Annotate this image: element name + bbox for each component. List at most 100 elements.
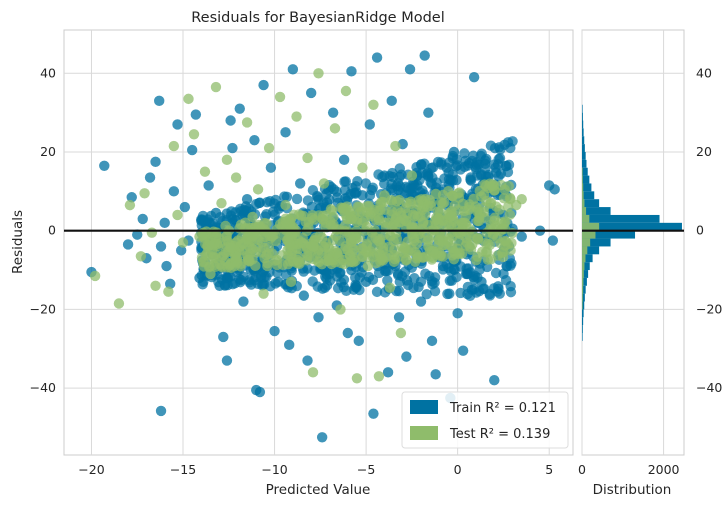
scatter-point [186,144,198,156]
scatter-point [229,278,241,289]
scatter-point [329,123,341,134]
scatter-point [395,327,407,339]
scatter-point [339,185,351,196]
scatter-point [476,148,487,159]
scatter-point [280,199,291,211]
scatter-point [188,129,200,140]
scatter-point [390,140,401,152]
scatter-point [327,107,339,118]
histogram-x-label: Distribution [593,482,672,498]
scatter-point [294,178,306,189]
scatter-point [215,237,226,249]
histogram-x-tick-labels: 0 2000 [578,462,680,477]
scatter-point [271,259,283,271]
scatter-point [490,267,502,279]
x-tick-label: −5 [357,462,375,477]
scatter-point [352,201,364,212]
scatter-point [401,351,412,362]
histogram-train-bar [582,175,590,184]
scatter-point [155,241,167,252]
scatter-point [256,272,267,283]
scatter-point [371,286,383,298]
histogram-train-bar [582,238,611,247]
histogram-test-bar [582,191,584,200]
scatter-point [154,95,165,107]
histogram-train-bar [582,325,583,334]
scatter-point [394,276,406,287]
scatter-point [172,209,183,221]
scatter-point [250,199,262,210]
scatter-point [350,272,361,283]
scatter-point [484,288,495,300]
scatter-point [204,261,215,272]
scatter-point [317,213,328,225]
y-tick-label: 20 [40,144,56,159]
scatter-point [210,81,222,93]
scatter-point [250,242,262,253]
scatter-point [239,223,250,234]
scatter-point [399,242,410,253]
scatter-point [431,214,442,226]
scatter-point [421,289,432,300]
scatter-point [409,211,420,222]
scatter-point [376,253,388,264]
scatter-point [492,223,503,234]
scatter-point [427,279,438,290]
histogram-test-bar [582,293,583,302]
scatter-point [462,281,474,293]
legend-box [401,391,569,449]
scatter-point [472,232,484,244]
scatter-point [386,95,397,107]
legend-swatch-train [410,400,438,414]
legend: Train R² = 0.121 Test R² = 0.139 [401,391,569,449]
scatter-point [382,265,394,276]
scatter-point [406,221,417,232]
scatter-point [150,156,161,168]
scatter-point [196,252,208,263]
histogram-test-bar [582,167,583,176]
scatter-point [437,251,449,262]
histogram-y-tick-label: 40 [696,65,712,80]
scatter-point [365,207,377,218]
scatter-point [490,167,502,178]
histogram-test-bar [582,183,584,192]
scatter-point [339,176,350,187]
scatter-point [177,237,189,248]
scatter-point [137,213,148,225]
scatter-point [353,335,364,347]
histogram-train-bar [582,301,585,310]
scatter-point [452,243,463,254]
scatter-point [468,72,480,83]
scatter-point [155,405,167,417]
scatter-point [424,270,435,282]
scatter-point [269,325,280,337]
scatter-point [199,166,211,177]
scatter-point [274,91,286,103]
scatter-point [426,335,438,347]
scatter-point [446,211,458,222]
scatter-point [507,136,518,147]
scatter-point [496,179,507,191]
scatter-point [258,79,269,91]
scatter-point [124,199,136,211]
scatter-point [406,170,418,181]
scatter-point [388,256,400,268]
scatter-point [99,160,110,171]
histogram-y-tick-label: 20 [696,144,712,159]
scatter-point [294,256,305,268]
scatter-point [321,269,332,280]
scatter-point [412,251,423,262]
scatter-point [464,241,475,253]
scatter-point [357,216,368,228]
histogram-train-bar [582,214,660,223]
scatter-point [122,239,134,250]
scatter-point [225,115,236,126]
scatter-point [230,172,242,183]
histogram-y-tick-label: −40 [696,380,722,395]
scatter-point [338,204,349,216]
scatter-point [247,211,258,223]
scatter-point [132,229,143,240]
histogram-train-bar [582,199,600,208]
scatter-point [470,161,481,172]
histogram-x-tick-label: 2000 [648,462,680,477]
